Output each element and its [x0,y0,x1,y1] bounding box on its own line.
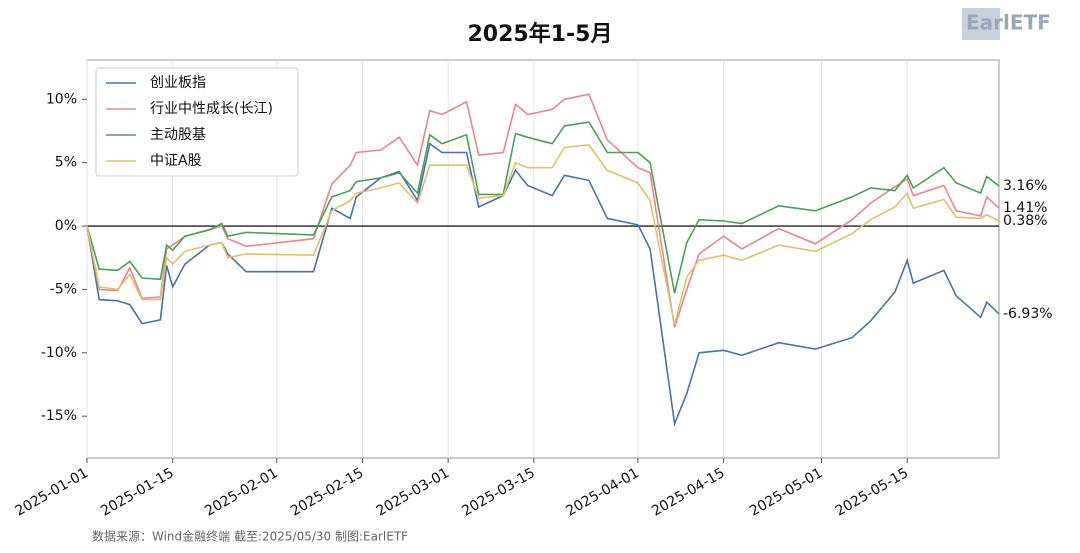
x-tick-label: 2025-03-01 [374,465,452,520]
logo: EarlETF [966,11,1051,35]
x-tick-label: 2025-01-01 [13,465,91,520]
chart-title: 2025年1-5月 [468,21,613,47]
end-label: -6.93% [1003,306,1053,322]
y-tick-label: -10% [41,345,77,361]
x-tick-label: 2025-03-15 [459,465,537,520]
y-tick-label: 5% [55,155,77,171]
series-line [86,144,1000,326]
y-tick-label: 10% [46,91,77,107]
source-note: 数据来源：Wind金融终端 截至:2025/05/30 制图:EarlETF [92,529,408,544]
x-tick-label: 2025-02-15 [288,465,366,520]
x-tick-label: 2025-05-15 [833,465,911,520]
x-tick-label: 2025-01-15 [98,465,176,520]
end-label: 0.38% [1003,213,1047,229]
y-tick-label: -5% [50,281,77,297]
end-label: 1.41% [1003,200,1047,216]
legend-label: 行业中性成长(长江) [150,101,273,117]
y-tick-label: -15% [41,408,77,424]
legend-label: 创业板指 [150,75,206,91]
series-line [86,121,1000,294]
y-tick-label: 0% [55,218,77,234]
logo-box [962,8,1000,40]
x-tick-label: 2025-05-01 [747,465,825,520]
legend-label: 中证A股 [150,153,202,169]
x-tick-label: 2025-04-01 [563,465,641,520]
end-label: 3.16% [1003,178,1047,194]
legend-box [95,67,299,177]
legend-label: 主动股基 [150,126,206,143]
x-tick-label: 2025-04-15 [649,465,727,520]
series-line [86,142,1000,427]
x-tick-label: 2025-02-01 [202,465,280,520]
